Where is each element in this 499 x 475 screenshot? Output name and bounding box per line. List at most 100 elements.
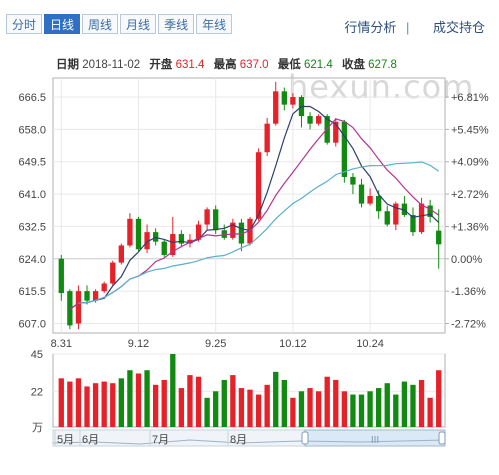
candle-body	[204, 209, 210, 225]
volume-bar	[92, 383, 99, 427]
pct-tick-label: +4.09%	[451, 157, 489, 169]
navigator-month-label: 7月	[152, 434, 169, 446]
hexun-watermark: hexun.com	[288, 68, 475, 106]
volume-bar	[376, 388, 382, 427]
volume-bar	[67, 381, 73, 427]
volume-bar	[247, 389, 253, 427]
period-tabs: 分时 日线 周线 月线 季线 年线	[6, 14, 234, 36]
volume-bar	[393, 394, 399, 427]
candle-body	[350, 176, 356, 185]
close-value: 627.8	[368, 59, 397, 71]
volume-bar	[281, 379, 287, 427]
tab-intraday[interactable]: 分时	[6, 14, 43, 34]
volume-tick-label: 万	[32, 422, 43, 434]
low-value: 621.4	[303, 59, 333, 71]
candle-body	[92, 291, 99, 301]
candle-body	[290, 97, 296, 105]
pct-tick-label: -1.36%	[451, 286, 486, 298]
volume-bar	[358, 394, 365, 427]
candle-body	[418, 203, 425, 233]
volume-bar	[238, 388, 245, 427]
candle-body	[315, 116, 322, 124]
volume-bar	[255, 394, 262, 427]
volume-bar	[298, 391, 305, 427]
volume-bar	[307, 388, 313, 427]
high-label: 最高	[213, 59, 237, 71]
pct-tick-label: +5.45%	[451, 124, 489, 136]
volume-bar	[110, 383, 116, 427]
x-tick-label: 10.24	[356, 338, 384, 350]
volume-bar	[427, 397, 433, 427]
ma5-line	[69, 105, 440, 310]
ma10-line	[69, 118, 440, 310]
volume-bar	[101, 381, 107, 427]
open-label: 开盘	[149, 59, 173, 71]
candle-body	[221, 230, 227, 238]
tab-yearly[interactable]: 年线	[196, 14, 233, 34]
candle-body	[281, 91, 287, 105]
candle-body	[341, 121, 348, 177]
tab-monthly[interactable]: 月线	[120, 14, 157, 34]
candle-body	[58, 258, 64, 294]
volume-bar	[84, 386, 90, 427]
low-label: 最低	[277, 59, 301, 71]
top-links: 行情分析 | 成交持仓	[338, 17, 485, 36]
navigator-handle	[301, 431, 309, 445]
candle-body	[376, 195, 382, 212]
quote-info-bar: 日期 2018-11-02 开盘 631.4 最高 637.0 最低 621.4…	[56, 56, 397, 72]
candle-body	[135, 218, 142, 250]
candle-body	[333, 121, 339, 143]
trades-positions-link[interactable]: 成交持仓	[432, 20, 485, 35]
y-tick-label: 607.0	[18, 318, 46, 330]
volume-bar	[161, 379, 167, 427]
link-separator: |	[405, 20, 410, 35]
pct-tick-label: -2.72%	[451, 318, 486, 330]
volume-bar	[410, 384, 416, 427]
candle-body	[384, 211, 390, 225]
candle-body	[144, 232, 150, 250]
volume-bar	[170, 354, 176, 427]
y-tick-label: 632.5	[18, 221, 46, 233]
volume-tick-label: 22	[31, 386, 43, 398]
x-tick-label: 10.12	[279, 338, 307, 350]
date-label: 日期	[56, 59, 79, 71]
volume-bar	[135, 373, 142, 427]
candle-body	[307, 116, 313, 124]
volume-bar	[204, 397, 210, 427]
volume-bar	[324, 376, 330, 427]
candle-body	[410, 215, 416, 233]
volume-bar	[230, 375, 236, 427]
candle-body	[427, 205, 433, 217]
candle-body	[436, 230, 442, 245]
volume-bar	[144, 370, 150, 427]
volume-bar	[273, 371, 279, 427]
volume-bar	[118, 378, 124, 427]
tab-daily[interactable]: 日线	[44, 14, 81, 34]
volume-bar	[418, 379, 425, 427]
tab-weekly[interactable]: 周线	[82, 14, 119, 34]
y-tick-label: 666.5	[18, 92, 46, 104]
candle-body	[238, 222, 245, 244]
volume-bar	[333, 379, 339, 427]
candle-body	[401, 203, 408, 216]
volume-bar	[350, 394, 356, 427]
volume-bar	[221, 379, 227, 427]
main-plot-frame	[52, 77, 446, 334]
tab-quarterly[interactable]: 季线	[158, 14, 195, 34]
candle-body	[230, 222, 236, 238]
candle-body	[67, 291, 73, 326]
market-analysis-link[interactable]: 行情分析	[344, 20, 397, 35]
volume-bar	[436, 370, 442, 427]
volume-bar	[264, 384, 270, 427]
navigator-month-label: 5月	[57, 434, 74, 446]
volume-bar	[58, 378, 64, 427]
candle-body	[273, 91, 279, 124]
candle-body	[213, 209, 219, 231]
candle-body	[367, 195, 373, 204]
open-value: 631.4	[175, 59, 205, 71]
ma20-line	[78, 161, 440, 304]
candle-body	[393, 203, 399, 225]
pct-tick-label: +2.72%	[451, 189, 489, 201]
candle-body	[127, 218, 133, 246]
